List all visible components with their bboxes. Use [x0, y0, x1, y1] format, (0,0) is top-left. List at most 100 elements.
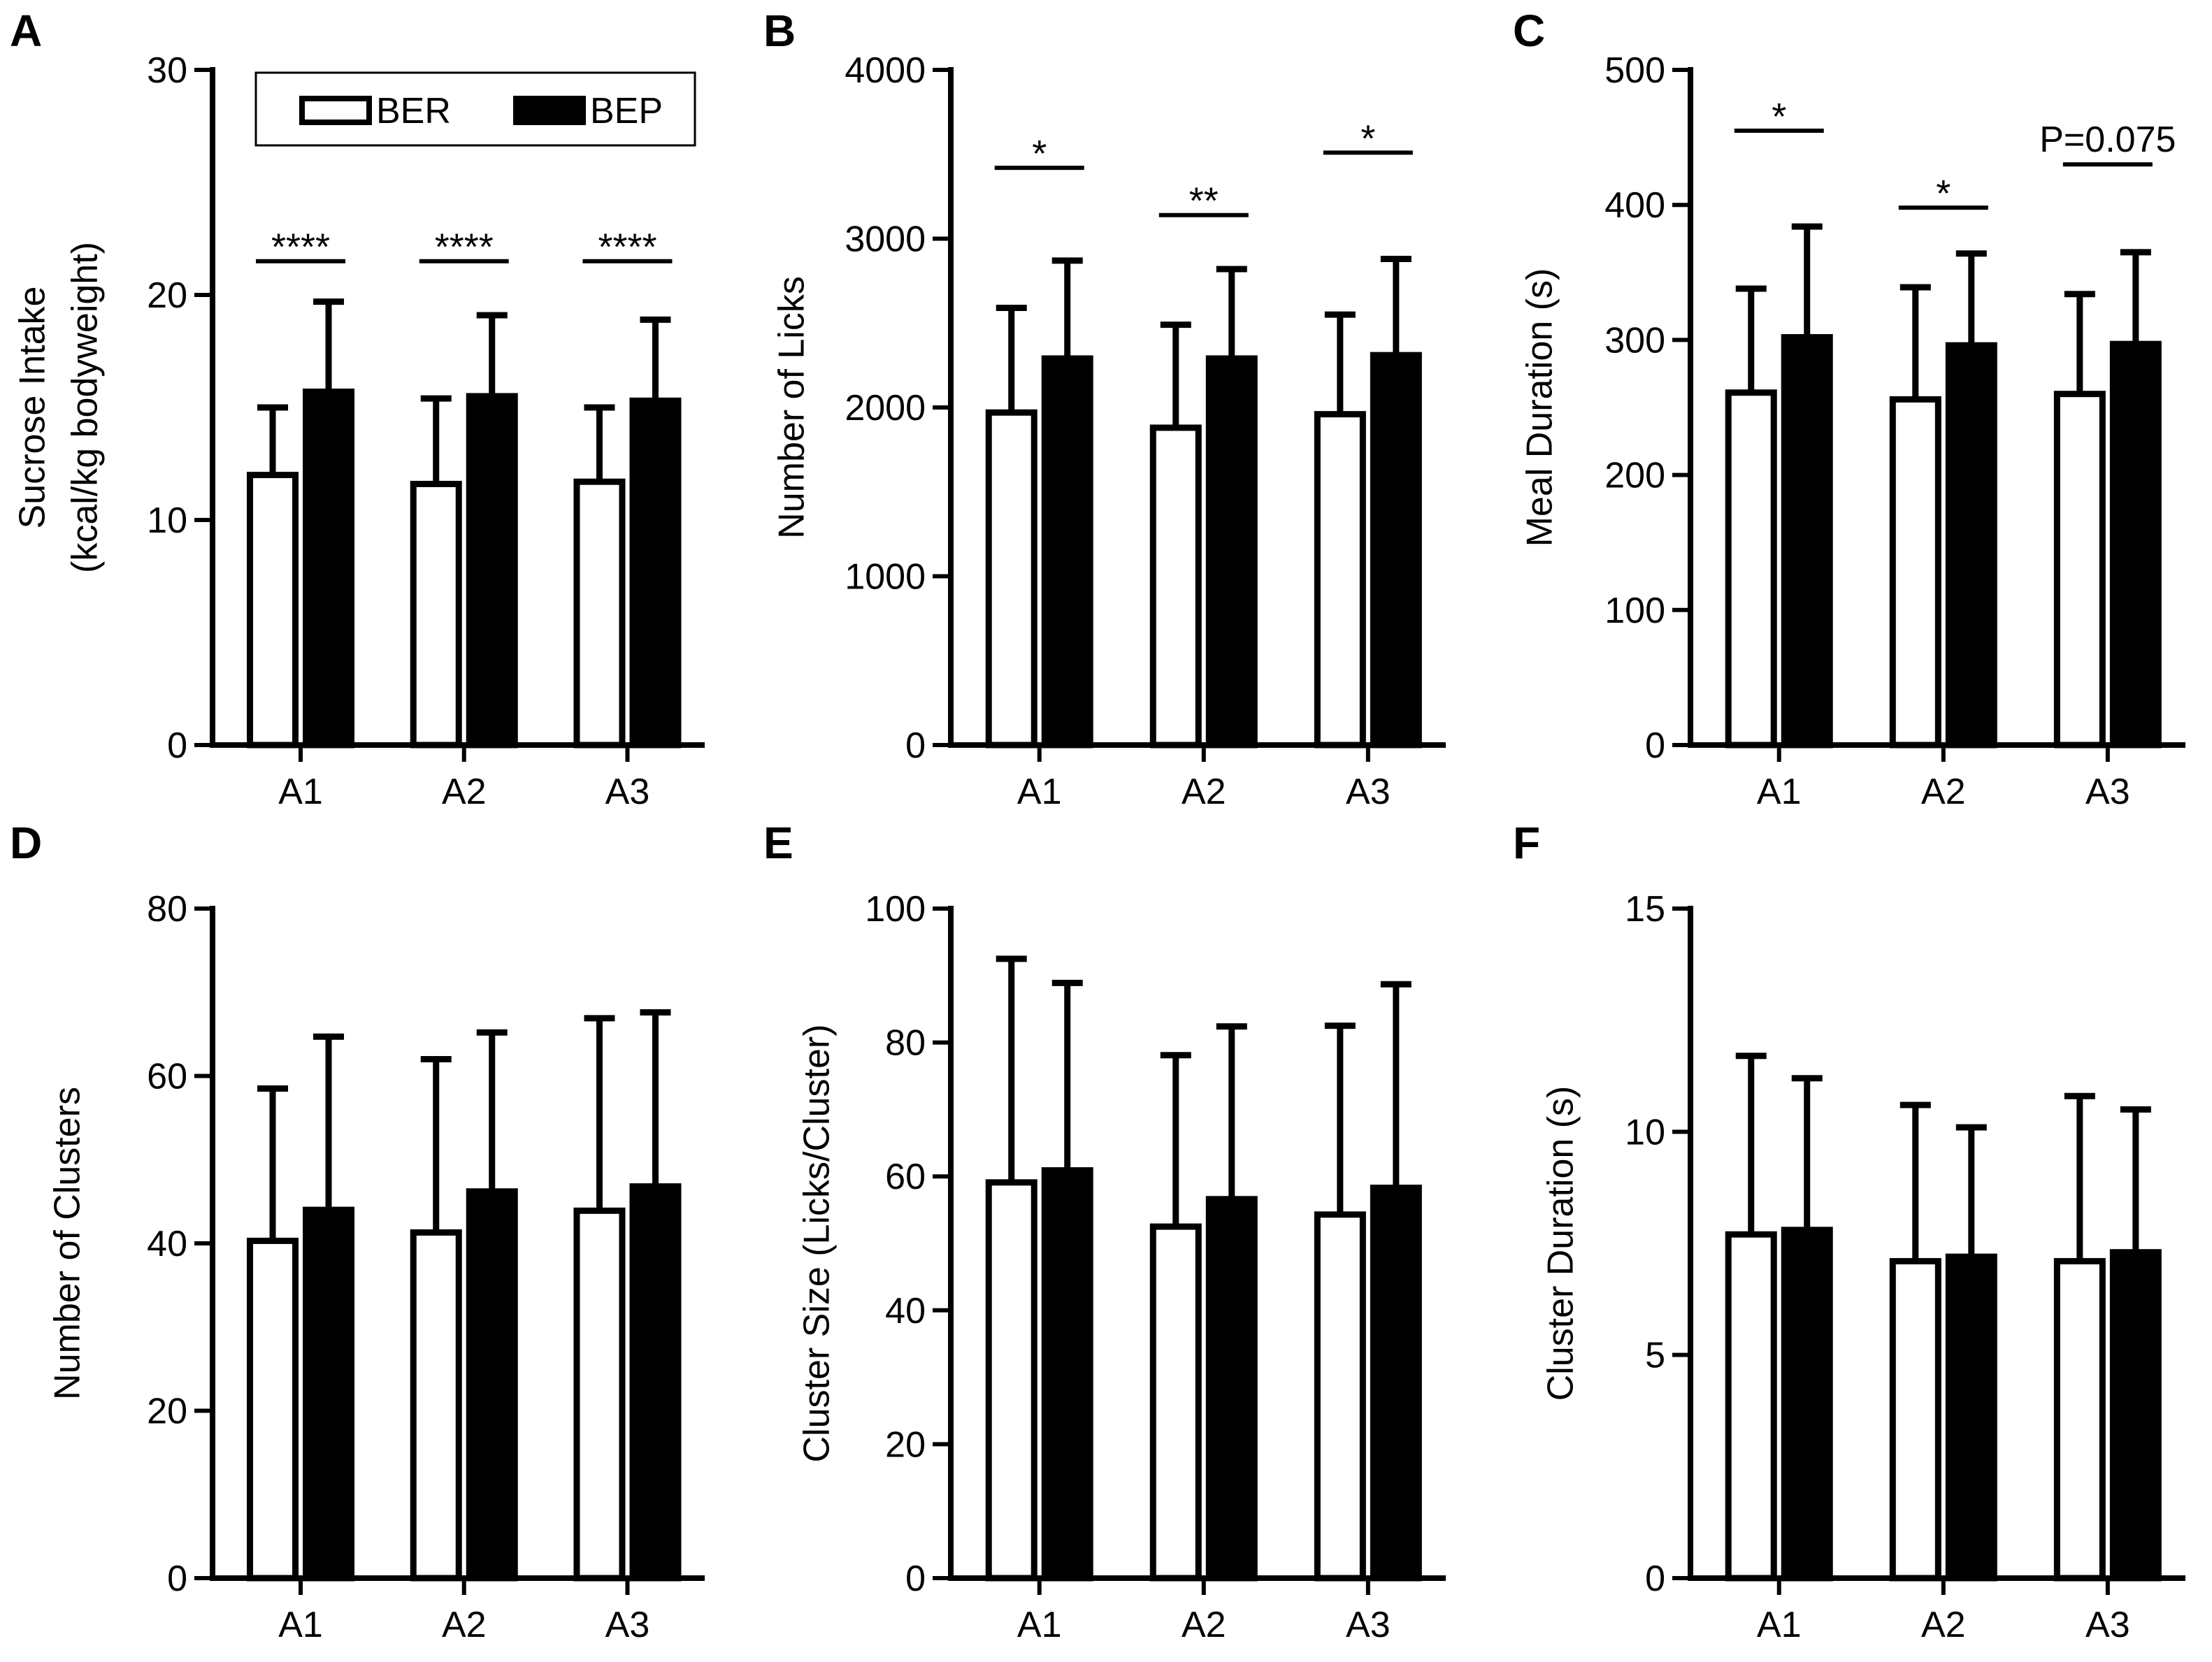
panel-b-letter: B	[763, 6, 796, 56]
panel-f-bar-bep-a3	[2109, 1249, 2162, 1582]
panel-a-y-axis-label: Sucrose Intake	[13, 287, 53, 529]
panel-b-sig-label: *	[1360, 117, 1375, 159]
panel-a-sig-label: ****	[598, 226, 656, 268]
panel-a-y-tick-label: 10	[147, 500, 187, 541]
panel-e-bar-bep-a3	[1370, 1184, 1422, 1582]
panel-d-y-tick-label: 80	[147, 889, 187, 930]
panel-f-y-tick-label: 5	[1645, 1336, 1665, 1376]
panel-f-bar-bep-a1	[1781, 1227, 1833, 1582]
panel-e-y-tick-label: 0	[905, 1559, 926, 1599]
panel-f-y-tick-label: 0	[1645, 1559, 1665, 1599]
panel-e-bar-ber-a3	[1314, 1211, 1366, 1582]
panel-d-letter: D	[10, 818, 42, 868]
panel-e-y-tick-label: 40	[885, 1291, 926, 1331]
panel-a-bar-ber-a1	[247, 472, 299, 749]
panel-c-sig-label: *	[1772, 96, 1786, 138]
panel-f-bar-bep-a2	[1945, 1253, 1997, 1582]
panel-a-letter: A	[10, 6, 42, 56]
panel-a-bar-ber-a2	[410, 480, 462, 749]
panel-b-bar-ber-a3	[1314, 411, 1366, 749]
panel-b-y-axis-label: Number of Licks	[772, 276, 812, 539]
panel-c-y-tick-label: 400	[1604, 185, 1665, 226]
panel-e-y-tick-label: 20	[885, 1424, 926, 1465]
panel-d-x-tick-label: A1	[278, 1605, 323, 1645]
panel-a-y-tick-label: 0	[167, 725, 187, 766]
panel-a-bar-bep-a3	[629, 397, 682, 749]
panel-b-sig-label: **	[1189, 180, 1219, 222]
panel-f-bar-ber-a3	[2053, 1258, 2106, 1582]
panel-c-bar-bep-a1	[1781, 334, 1833, 749]
panel-f-x-tick-label: A2	[1921, 1605, 1966, 1645]
panel-a-x-tick-label: A3	[605, 772, 650, 812]
panel-a-y-tick-label: 20	[147, 275, 187, 316]
legend-swatch-ber	[299, 96, 372, 125]
panel-b-bar-ber-a1	[985, 409, 1037, 749]
panel-d-bar-ber-a2	[410, 1229, 462, 1582]
panel-c-sig-label: P=0.075	[2039, 120, 2176, 160]
panel-c-x-tick-label: A1	[1757, 772, 1802, 812]
panel-b-y-tick-label: 4000	[845, 50, 926, 91]
panel-d-y-tick-label: 40	[147, 1224, 187, 1264]
legend-swatch-bep	[513, 96, 586, 125]
panel-c-letter: C	[1513, 6, 1545, 56]
panel-c-y-tick-label: 0	[1645, 725, 1665, 766]
panel-e-bar-bep-a2	[1205, 1196, 1258, 1582]
panel-d-bar-bep-a1	[303, 1206, 355, 1582]
panel-e-x-tick-label: A1	[1017, 1605, 1062, 1645]
panel-c-x-tick-label: A3	[2085, 772, 2130, 812]
panel-f-y-tick-label: 10	[1625, 1112, 1665, 1152]
panel-e-y-axis-label: Cluster Size (Licks/Cluster)	[797, 1024, 838, 1462]
panel-a-sig-label: ****	[435, 226, 494, 268]
panel-c-bar-ber-a2	[1889, 396, 1941, 749]
panel-c-y-tick-label: 100	[1604, 591, 1665, 631]
panel-b-bar-bep-a2	[1205, 355, 1258, 749]
panel-d-y-tick-label: 60	[147, 1057, 187, 1097]
panel-b-bar-bep-a1	[1041, 355, 1093, 749]
panel-e-bar-ber-a1	[985, 1179, 1037, 1582]
panel-a-x-tick-label: A2	[442, 772, 487, 812]
panel-e-y-tick-label: 100	[865, 889, 926, 930]
panel-a-bar-bep-a2	[466, 393, 518, 749]
panel-d-bar-bep-a3	[629, 1183, 682, 1582]
panel-f-y-axis-label: Cluster Duration (s)	[1541, 1086, 1581, 1401]
panel-d-bar-bep-a2	[466, 1188, 518, 1582]
panel-c-bar-ber-a3	[2053, 391, 2106, 749]
panel-c-sig-label: *	[1936, 173, 1951, 215]
panel-e-y-tick-label: 80	[885, 1023, 926, 1064]
panel-b-y-tick-label: 1000	[845, 557, 926, 598]
panel-f-letter: F	[1513, 818, 1540, 868]
panel-d-y-tick-label: 20	[147, 1392, 187, 1432]
panel-d: D 0 20 40 60 80 Number of Clusters A1 A2 A3	[10, 818, 705, 1645]
panel-a-x-tick-label: A1	[278, 772, 323, 812]
legend-label-bep: BEP	[590, 91, 663, 131]
panel-d-bar-ber-a3	[573, 1207, 626, 1582]
panel-d-x-tick-label: A2	[442, 1605, 487, 1645]
panel-b-x-tick-label: A2	[1182, 772, 1226, 812]
panel-c-bar-bep-a2	[1945, 342, 1997, 749]
panel-c-bar-ber-a1	[1725, 389, 1777, 749]
panel-b-x-tick-label: A1	[1017, 772, 1062, 812]
panel-f-x-tick-label: A1	[1757, 1605, 1802, 1645]
panel-b-y-tick-label: 2000	[845, 388, 926, 428]
panel-f-bar-ber-a1	[1725, 1231, 1777, 1582]
panel-a-sig-label: ****	[271, 226, 330, 268]
panel-a-bar-ber-a3	[573, 478, 626, 749]
panel-b: B 0 1000 2000 3000 4000 Number of Licks A1 A2 A3 *…	[763, 6, 1446, 812]
panel-b-y-tick-label: 3000	[845, 219, 926, 260]
panel-c-y-tick-label: 200	[1604, 456, 1665, 496]
panel-c-y-tick-label: 300	[1604, 320, 1665, 361]
panel-e-bar-bep-a1	[1041, 1167, 1093, 1582]
panel-e-x-tick-label: A2	[1182, 1605, 1226, 1645]
panel-c-x-tick-label: A2	[1921, 772, 1966, 812]
panel-e-y-tick-label: 60	[885, 1157, 926, 1197]
panel-b-sig-label: *	[1032, 133, 1047, 175]
panel-c-bar-bep-a3	[2109, 340, 2162, 749]
panel-f: F 0 5 10 15 Cluster Duration (s) A1 A2 A3	[1513, 818, 2185, 1645]
panel-b-bar-bep-a3	[1370, 352, 1422, 749]
panel-e-letter: E	[763, 818, 793, 868]
panel-f-bar-ber-a2	[1889, 1258, 1941, 1582]
panel-e-bar-ber-a2	[1149, 1223, 1202, 1582]
panel-b-bar-ber-a2	[1149, 424, 1202, 749]
panel-a-y-tick-label: 30	[147, 50, 187, 91]
